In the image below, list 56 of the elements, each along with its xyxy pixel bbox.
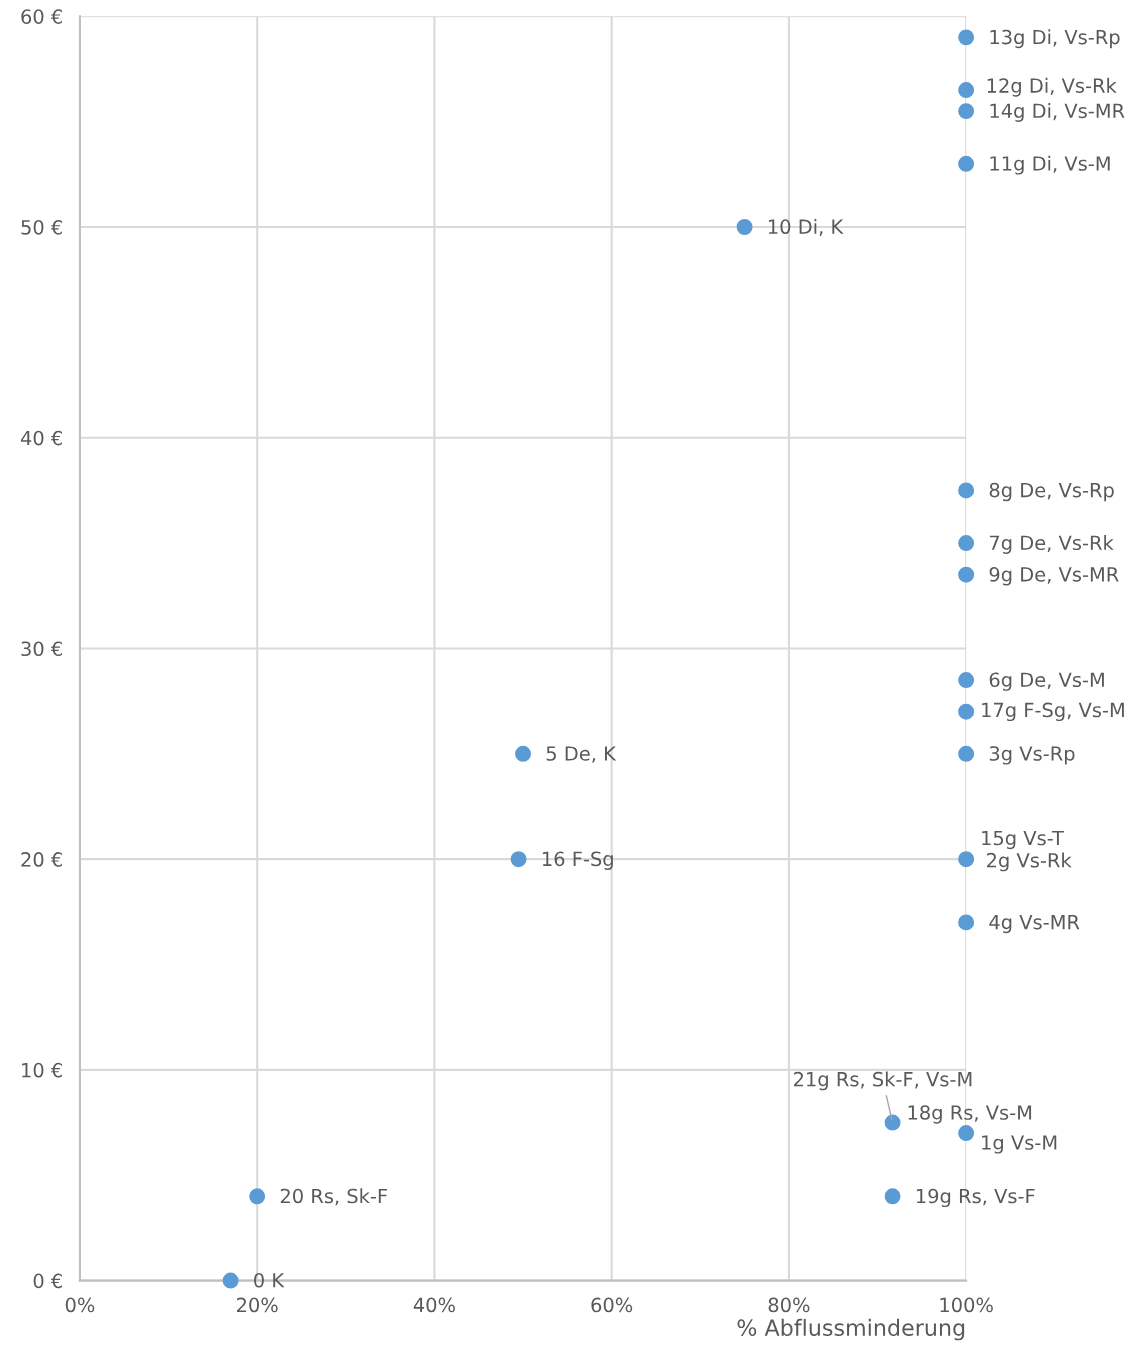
annotation: 14g Di, Vs-MR xyxy=(990,103,1125,122)
point xyxy=(958,155,975,172)
y-tick-label: 60 € xyxy=(21,9,62,24)
y-tick-label: 20 € xyxy=(21,852,62,867)
annotation: 9g De, Vs-MR xyxy=(989,567,1119,586)
point xyxy=(510,851,527,868)
y-tick-label: 50 € xyxy=(21,219,62,235)
point xyxy=(515,745,532,762)
point xyxy=(249,1188,266,1205)
annotation: 3g Vs-Rp xyxy=(989,746,1075,765)
y-tick-label: 30 € xyxy=(21,641,62,657)
x-tick-label: 100% xyxy=(940,1297,993,1313)
point xyxy=(958,535,975,552)
x-tick-label: 40% xyxy=(413,1297,455,1313)
point xyxy=(958,851,975,868)
annotation: 7g De, Vs-Rk xyxy=(989,535,1114,554)
annotation: 4g Vs-MR xyxy=(989,914,1080,934)
annotation: 17g F-Sg, Vs-M xyxy=(982,702,1124,722)
point xyxy=(958,672,975,689)
annotation: 16 F-Sg xyxy=(542,851,613,870)
annotation: 15g Vs-T xyxy=(982,830,1064,850)
point xyxy=(222,1272,239,1289)
point xyxy=(958,103,975,120)
point xyxy=(958,914,975,931)
x-tick-label: 80% xyxy=(768,1297,810,1313)
annotation: 13g Di, Vs-Rp xyxy=(990,29,1120,49)
annotation: 2g Vs-Rk xyxy=(987,852,1072,872)
point xyxy=(884,1188,901,1205)
annotation: 1g Vs-M xyxy=(982,1135,1057,1154)
x-axis-title: % Abflussminderung xyxy=(737,1318,965,1341)
point xyxy=(958,482,975,499)
point xyxy=(958,1125,975,1142)
annotation: 6g De, Vs-M xyxy=(989,672,1104,691)
point xyxy=(958,566,975,583)
point xyxy=(884,1114,901,1131)
point xyxy=(958,29,975,46)
point xyxy=(958,745,975,762)
y-tick-label: 40 € xyxy=(20,430,62,446)
point xyxy=(958,82,975,99)
point xyxy=(958,703,975,720)
annotation: 21g Rs, Sk-F, Vs-M xyxy=(794,1071,972,1091)
y-tick-label: 0 € xyxy=(33,1273,62,1289)
annotation: 20 Rs, Sk-F xyxy=(280,1188,387,1206)
annotation: 5 De, K xyxy=(546,746,617,763)
y-tick-label: 10 € xyxy=(22,1062,62,1078)
x-tick-label: 60% xyxy=(591,1297,633,1313)
annotation: 19g Rs, Vs-F xyxy=(916,1188,1035,1208)
annotation: 18g Rs, Vs-M xyxy=(908,1105,1032,1124)
x-tick-label: 0% xyxy=(65,1297,95,1313)
annotation: 12g Di, Vs-Rk xyxy=(987,77,1117,97)
point xyxy=(736,219,753,235)
annotation: 8g De, Vs-Rp xyxy=(989,482,1114,502)
x-tick-label: 20% xyxy=(236,1297,278,1313)
annotation: 0 K xyxy=(254,1272,285,1288)
annotation: 11g Di, Vs-M xyxy=(990,155,1110,175)
annotation: 10 Di, K xyxy=(768,218,844,237)
